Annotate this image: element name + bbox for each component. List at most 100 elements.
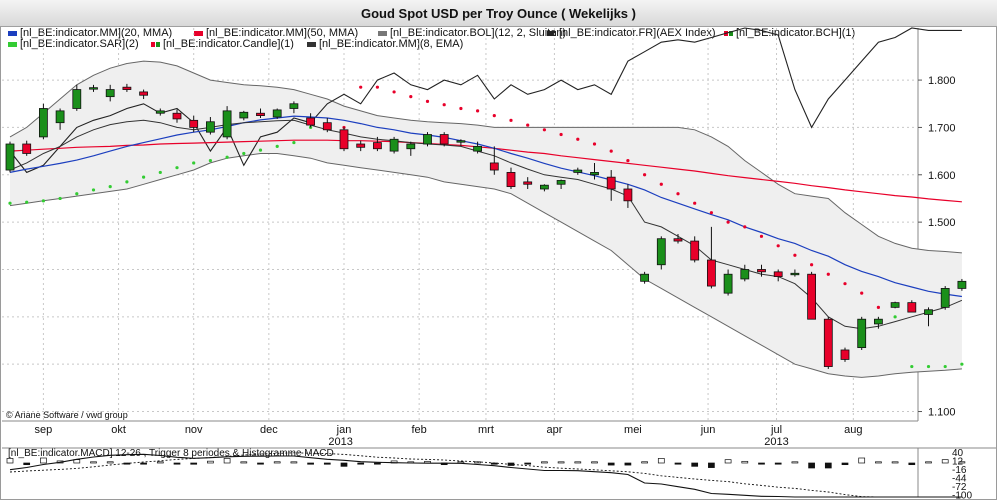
legend-swatch (729, 30, 733, 36)
candle-body (656, 238, 666, 266)
sar-point (8, 201, 12, 205)
candle-body (89, 87, 98, 90)
legend-swatch (8, 41, 17, 47)
macd-histogram-bar (925, 461, 932, 464)
candle-body (406, 143, 416, 150)
macd-histogram-bar (708, 462, 715, 468)
legend-label: [nl_BE:indicator.MM](50, MMA) (206, 27, 359, 39)
legend-item: [nl_BE:indicator.SAR](2) (8, 38, 139, 50)
macd-histogram-bar (858, 457, 866, 464)
sar-point (375, 85, 379, 89)
sar-point (275, 144, 279, 148)
candle-body (673, 238, 683, 242)
candle-body (256, 112, 265, 116)
macd-tick-label: -100 (952, 491, 972, 500)
title-bar (0, 0, 997, 27)
sar-point (810, 263, 814, 267)
sar-point (542, 128, 547, 132)
y-tick-label: 1.800 (928, 75, 956, 87)
sar-point (793, 253, 797, 257)
sar-point (425, 99, 430, 103)
sar-point (409, 95, 413, 99)
legend-label: [nl_BE:indicator.MM](20, MMA) (20, 27, 173, 39)
macd-histogram-bar (591, 461, 598, 464)
candle-body (39, 108, 48, 138)
sar-point (392, 90, 396, 94)
macd-histogram-bar (557, 461, 565, 464)
legend-item: [nl_BE:indicator.MM](50, MMA) (194, 27, 358, 39)
candle-body (907, 302, 917, 313)
macd-histogram-bar (908, 462, 916, 466)
legend-swatch (8, 30, 17, 36)
legend-label: [nl_BE:indicator.MM](8, EMA) (319, 38, 464, 50)
x-tick-label: jan (336, 424, 352, 436)
macd-histogram-bar (657, 458, 665, 464)
sar-point (25, 200, 29, 204)
candle-body (339, 129, 349, 150)
sar-point (142, 175, 146, 179)
candle-body (740, 269, 750, 280)
y-tick-label: 1.600 (928, 170, 956, 182)
x-tick-label: sep (35, 424, 53, 436)
macd-histogram-bar (290, 461, 298, 464)
candle-body (573, 169, 583, 173)
legend-item: [nl_BE:indicator.FR](AEX Index) (547, 27, 716, 39)
macd-histogram-bar (23, 462, 31, 466)
candle-body (790, 272, 800, 276)
x-year-label: 2013 (328, 436, 352, 448)
candle-body (857, 318, 867, 349)
legend-swatch (151, 41, 155, 47)
candle-body (473, 145, 483, 152)
sar-point (442, 103, 446, 107)
macd-histogram-bar (824, 462, 832, 469)
x-tick-label: mrt (478, 424, 494, 436)
copyright: © Ariane Software / vwd group (6, 410, 128, 420)
macd-histogram-bar (808, 462, 815, 469)
sar-point (709, 211, 714, 215)
macd-histogram-bar (40, 457, 47, 464)
candle-body (306, 117, 316, 126)
legend-label: [nl_BE:indicator.Candle](1) (163, 38, 294, 50)
x-tick-label: nov (185, 424, 203, 436)
macd-histogram-bar (207, 460, 214, 464)
sar-point (225, 155, 229, 159)
sar-point (459, 106, 463, 111)
sar-point (559, 132, 563, 137)
candle-body (189, 119, 199, 128)
candle-body (289, 103, 299, 109)
macd-trigger-line (9, 452, 962, 498)
sar-point (876, 305, 881, 309)
x-tick-label: jun (700, 424, 716, 436)
x-tick-label: jul (770, 424, 782, 436)
sar-point (492, 113, 496, 118)
sar-point (242, 151, 246, 156)
candle-body (389, 138, 399, 152)
x-tick-label: feb (412, 424, 427, 436)
candle-body (506, 172, 516, 188)
candle-body (239, 111, 249, 119)
macd-histogram-bar (841, 462, 849, 466)
candle-body (105, 89, 115, 98)
sar-point (759, 234, 764, 238)
macd-histogram-bar (791, 461, 799, 464)
macd-tick-label: -44 (952, 474, 967, 485)
sar-point (576, 137, 580, 141)
macd-histogram-bar (758, 462, 765, 465)
candle-body (372, 142, 382, 150)
sar-point (192, 161, 196, 165)
macd-histogram-bar (641, 461, 648, 464)
candle-body (356, 143, 366, 148)
sar-point (509, 118, 513, 122)
candle-body (623, 188, 633, 202)
macd-histogram-bar (190, 462, 198, 465)
x-tick-label: apr (546, 424, 562, 436)
macd-histogram-bar (374, 462, 381, 465)
sar-point (208, 158, 212, 163)
x-tick-label: dec (260, 424, 278, 436)
legend-swatch (194, 30, 203, 36)
sar-point (75, 192, 79, 196)
sar-point (643, 173, 647, 177)
candle-body (823, 318, 833, 367)
candle-body (890, 302, 900, 308)
candle-body (940, 288, 950, 308)
